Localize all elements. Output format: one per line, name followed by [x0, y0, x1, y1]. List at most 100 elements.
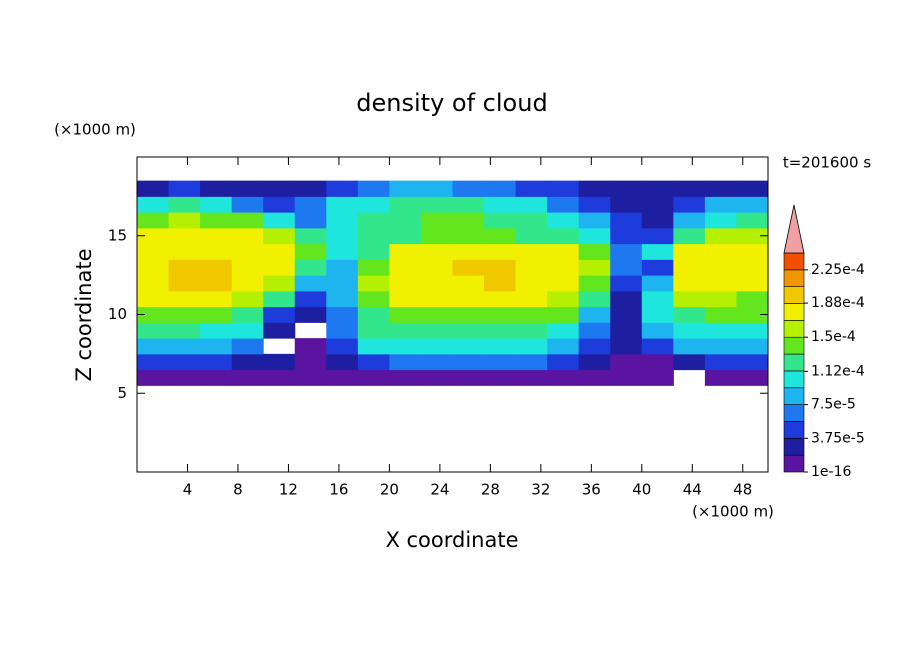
field-cell: [515, 196, 548, 213]
x-tick-label: 32: [531, 481, 550, 499]
field-cell: [294, 243, 327, 260]
chart-title: density of cloud: [356, 89, 547, 117]
field-cell: [231, 196, 264, 213]
field-cell: [137, 243, 170, 260]
field-cell: [263, 259, 296, 276]
field-cell: [515, 212, 548, 229]
field-cell: [137, 212, 170, 229]
field-cell: [326, 212, 359, 229]
field-cell: [641, 338, 674, 355]
field-cell: [294, 212, 327, 229]
field-cell: [231, 243, 264, 260]
field-cell: [420, 306, 453, 323]
field-cell: [168, 196, 201, 213]
field-cell: [137, 196, 170, 213]
field-cell: [137, 306, 170, 323]
field-cell: [610, 259, 643, 276]
field-cell: [326, 338, 359, 355]
colorbar-over-arrow: [783, 204, 805, 254]
field-cell: [263, 290, 296, 308]
field-cell: [200, 338, 233, 355]
field-cell: [231, 275, 264, 292]
field-cell: [200, 243, 233, 260]
field-cell: [673, 212, 706, 229]
field-cell: [704, 275, 737, 292]
field-cell: [515, 243, 548, 260]
field-cell: [326, 227, 359, 245]
field-cell: [673, 275, 706, 292]
field-cell: [263, 180, 296, 197]
field-cell: [704, 196, 737, 213]
field-cell: [357, 180, 390, 197]
field-cell: [200, 353, 233, 371]
field-cell: [736, 275, 769, 292]
field-cell: [294, 369, 327, 386]
field-cell: [452, 338, 485, 355]
field-cell: [515, 353, 548, 371]
field-cell: [137, 259, 170, 276]
field-cell: [389, 180, 422, 197]
field-cell: [704, 290, 737, 308]
colorbar-tick-label: 1.12e-4: [811, 363, 865, 379]
x-tick-label: 12: [279, 481, 298, 499]
field-cell: [326, 243, 359, 260]
field-cell: [200, 322, 233, 339]
field-cell: [263, 275, 296, 292]
field-cell: [547, 306, 580, 323]
field-cell: [200, 259, 233, 276]
field-cell: [168, 290, 201, 308]
field-cell: [452, 196, 485, 213]
field-cell: [200, 306, 233, 323]
field-cell: [357, 290, 390, 308]
colorbar-band: [783, 370, 805, 389]
field-cell: [578, 180, 611, 197]
field-cell: [704, 227, 737, 245]
field-cell: [610, 369, 643, 386]
field-cell: [547, 369, 580, 386]
y-tick-label: 10: [108, 305, 127, 323]
field-cell: [704, 338, 737, 355]
field-cell: [168, 369, 201, 386]
field-cell: [357, 369, 390, 386]
time-label: t=201600 s: [783, 154, 871, 172]
field-cell: [673, 196, 706, 213]
field-cell: [578, 369, 611, 386]
x-tick-label: 40: [632, 481, 651, 499]
field-cell: [641, 275, 674, 292]
field-cell: [704, 243, 737, 260]
field-cell: [704, 259, 737, 276]
field-cell: [137, 353, 170, 371]
field-cell: [515, 306, 548, 323]
field-cell: [231, 306, 264, 323]
field-cell: [168, 212, 201, 229]
y-tick-label: 15: [108, 226, 127, 244]
field-cell: [547, 196, 580, 213]
field-cell: [420, 212, 453, 229]
field-cell: [326, 322, 359, 339]
field-cell: [420, 322, 453, 339]
field-cell: [137, 290, 170, 308]
field-cell: [137, 275, 170, 292]
field-cell: [515, 290, 548, 308]
field-cell: [673, 243, 706, 260]
field-cell: [389, 275, 422, 292]
field-cell: [547, 275, 580, 292]
field-cell: [610, 196, 643, 213]
field-cell: [357, 353, 390, 371]
field-cell: [641, 322, 674, 339]
field-cell: [294, 290, 327, 308]
colorbar-band: [783, 438, 805, 456]
field-cell: [389, 212, 422, 229]
field-cell: [673, 227, 706, 245]
field-cell: [389, 306, 422, 323]
field-cell: [547, 290, 580, 308]
field-cell: [704, 353, 737, 371]
field-cell: [484, 306, 517, 323]
field-cell: [673, 353, 706, 371]
field-cell: [578, 306, 611, 323]
field-cell: [673, 290, 706, 308]
x-unit: (×1000 m): [692, 503, 774, 521]
x-tick-label: 36: [582, 481, 601, 499]
field-cell: [578, 353, 611, 371]
field-cell: [704, 180, 737, 197]
